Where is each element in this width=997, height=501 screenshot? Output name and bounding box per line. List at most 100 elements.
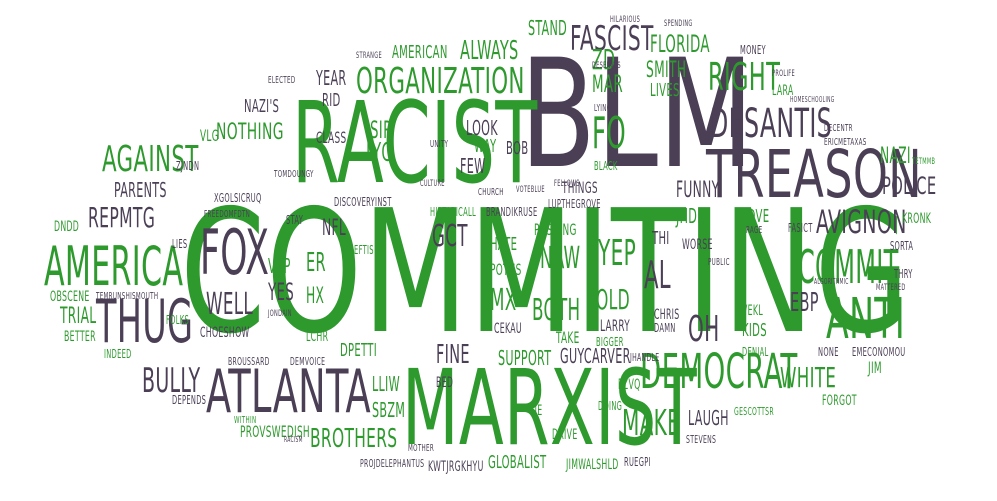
word-stand: STAND [528,16,568,40]
word-bed: BED [436,375,454,391]
word-xgolsicruq: XGOLSICRUQ [214,191,262,205]
word-none: NONE [818,345,839,359]
word-al: AL [644,253,671,297]
word-jondain: JONDAIN [268,309,292,319]
word-zd: ZD [592,43,616,76]
word-lie: LIE [530,403,543,419]
word-tetmmb: TETMMB [912,157,936,167]
word-homeschooling: HOMESCHOOLING [790,95,835,104]
word-obscene: OBSCENE [50,289,90,305]
word-jhdb: JHDB [676,204,706,228]
word-fox: FOX [200,216,270,289]
word-commiting: COMMITING [180,174,910,372]
word-kronk: KRONK [902,211,932,227]
word-black: BLACK [594,159,618,173]
word-indeed: INDEED [104,347,132,361]
word-hate: HATE [490,234,518,255]
word-freedomfdtn: FREEDOMFDTN [204,209,251,220]
word-pushing: PUSHING [534,220,577,239]
word-gct: GCT [432,219,468,254]
word-chris: CHRIS [654,307,680,323]
word-florida: FLORIDA [650,30,710,58]
word-mattered: MATTERED [876,283,906,293]
word-support: SUPPORT [498,346,552,370]
word-racism: RACISM [284,435,303,444]
word-cekau: CEKAU [494,321,522,337]
word-fasict: FASICT [788,221,813,235]
word-desantis: DESANTIS [710,101,833,147]
word-stay: STAY [286,213,304,227]
word-lies: LIES [172,237,188,251]
word-provswedish: PROVSWEDISH [240,422,310,441]
word-thi: THI [652,228,670,249]
word-forgot: FORGOT [822,393,857,409]
word-demvoice: DEMVOICE [290,355,326,368]
word-larry: LARRY [600,316,631,335]
word-damn: DAMN [654,321,676,335]
word-laugh: LAUGH [688,406,729,430]
word-lying: LYING [594,103,612,114]
word-mx: MX [490,283,517,318]
word-stevens: STEVENS [686,433,717,446]
word-lives: LIVES [650,80,680,101]
word-few: FEW [460,154,486,178]
word-emeconomou: EMECONOMOU [852,345,906,359]
word-spending: SPENDING [664,19,693,29]
word-elected: ELECTED [268,75,296,86]
word-things: THINGS [562,178,598,197]
word-old: OLD [596,283,630,316]
word-naw: NAW [540,241,581,276]
word-racist: RACIST [292,79,538,209]
word-vkp: VKP [268,254,291,278]
word-drive: DRIVE [552,427,578,443]
word-deserves: DESERVES [592,61,621,71]
word-year: YEAR [316,66,347,90]
word-nazis: NAZI'S [244,96,280,117]
word-lupthegrove: LUPTHEGROVE [548,197,601,211]
word-er: ER [306,248,326,278]
word-strange: STRANGE [356,51,382,61]
word-sbzm: SBZM [372,398,406,422]
word-potus: POTUS [490,260,522,279]
word-well: WELL [206,287,254,322]
word-america: AMERICA [44,235,184,298]
word-brandikruse: BRANDIKRUSE [486,205,538,219]
word-nazi: NAZI [880,144,911,169]
word-yep: YEP [598,233,636,274]
word-yes: YES [268,278,295,306]
word-thry: THRY [894,267,913,281]
word-white: WHITE [780,361,837,394]
word-dndd: DNDD [54,219,80,235]
word-bully: BULLY [142,361,201,401]
word-hilarious: HILARIOUS [610,15,641,25]
word-guycarver: GUYCARVER [560,344,631,368]
word-thug: THUG [96,287,194,357]
word-hx: HX [306,284,325,309]
word-oh: OH [688,309,720,350]
word-funny: FUNNY [676,178,720,203]
word-fine: FINE [436,340,470,370]
word-always: ALWAYS [460,36,519,66]
word-jhandle: JHANDLE [630,351,660,364]
word-commit: COMMIT [798,240,899,294]
word-both: BOTH [532,293,581,328]
word-atlanta: ATLANTA [206,357,372,427]
word-folks: FOLKS [166,313,190,327]
word-ebp: EBP [790,288,819,318]
word-fo: FO [592,108,627,159]
word-leftis: LEFTIS [350,243,374,257]
word-police: POLICE [882,172,937,200]
word-look: LOOK [466,116,498,140]
word-money: MONEY [740,43,766,57]
word-love: LOVE [742,206,770,227]
word-nothing: NOTHING [216,120,284,145]
word-denial: DENIAL [742,345,769,359]
word-smith: SMITH [646,58,687,83]
word-anti: ANTI [826,287,906,352]
word-against: AGAINST [102,139,199,180]
word-worse: WORSE [682,237,713,253]
word-culture: CULTURE [420,179,445,189]
word-trial: TRIAL [60,304,97,329]
word-voteblue: VOTEBLUE [516,185,545,195]
